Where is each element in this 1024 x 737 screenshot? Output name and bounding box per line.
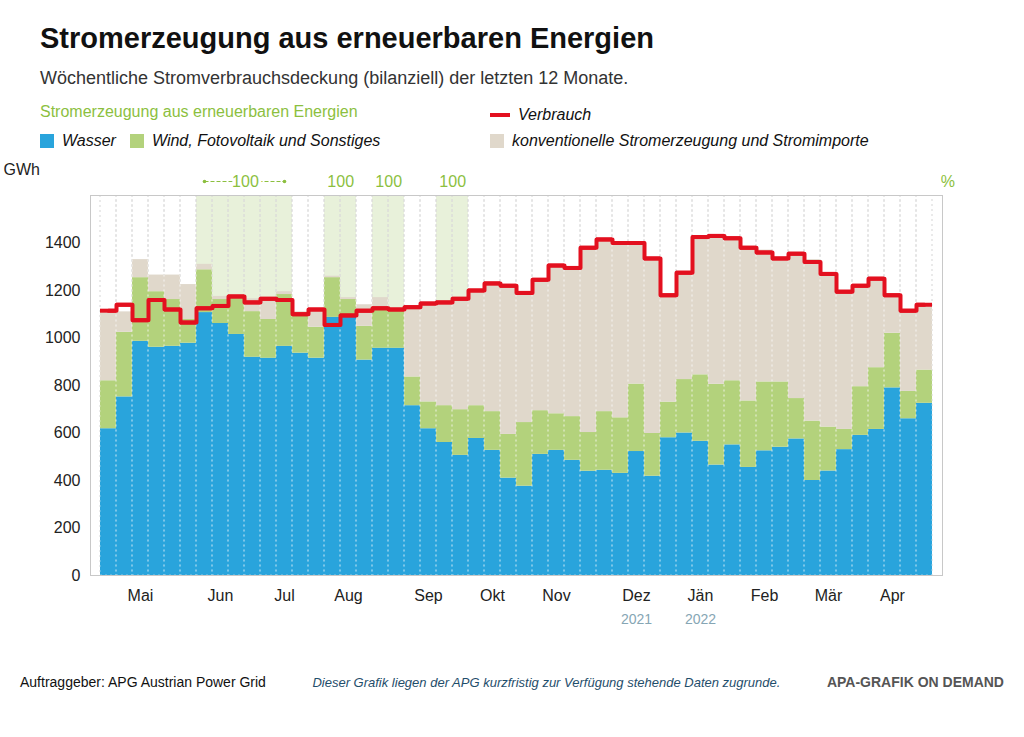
html-text:Dieser Grafik liegen der APG k: Dieser Grafik liegen der APG kurzfristig… [312, 675, 781, 690]
svg-text:Sep: Sep [414, 587, 443, 604]
html-text:Verbrauch: Verbrauch [518, 106, 592, 123]
svg-text:Jul: Jul [274, 587, 294, 604]
html-text:Wöchentliche Stromverbrauchsde: Wöchentliche Stromverbrauchsdeckung (bil… [40, 68, 629, 88]
svg-text:800: 800 [54, 377, 81, 394]
svg-text:Feb: Feb [751, 587, 779, 604]
svg-text:100: 100 [327, 173, 354, 190]
svg-text:100: 100 [375, 173, 402, 190]
svg-text:Dez: Dez [622, 587, 650, 604]
svg-text:1200: 1200 [45, 282, 81, 299]
svg-text:Apr: Apr [880, 587, 906, 604]
svg-text:100: 100 [232, 173, 259, 190]
svg-text:Mär: Mär [815, 587, 843, 604]
html-text:Auftraggeber: APG Austrian Pow: Auftraggeber: APG Austrian Power Grid [20, 674, 266, 690]
html-text:Stromerzeugung aus erneuerbare: Stromerzeugung aus erneuerbaren Energien [40, 22, 654, 54]
svg-text:GWh: GWh [4, 161, 40, 178]
svg-text:600: 600 [54, 424, 81, 441]
svg-text:Jun: Jun [208, 587, 234, 604]
html-text:Wind, Fotovoltaik und Sonstige: Wind, Fotovoltaik und Sonstiges [151, 132, 381, 149]
html-text:APA-GRAFIK ON DEMAND: APA-GRAFIK ON DEMAND [826, 674, 1004, 690]
svg-text:0: 0 [72, 567, 81, 584]
html-text:Stromerzeugung aus erneuerbare: Stromerzeugung aus erneuerbaren Energien [40, 103, 358, 120]
svg-text:Jän: Jän [688, 587, 714, 604]
svg-text:100: 100 [439, 173, 466, 190]
svg-text:400: 400 [54, 472, 81, 489]
html-text:Wasser: Wasser [62, 132, 116, 149]
svg-text:2021: 2021 [621, 611, 652, 627]
svg-text:Mai: Mai [128, 587, 154, 604]
svg-text:2022: 2022 [685, 611, 716, 627]
svg-text:Okt: Okt [480, 587, 505, 604]
svg-text:Aug: Aug [334, 587, 362, 604]
svg-text:1400: 1400 [45, 234, 81, 251]
svg-text:200: 200 [54, 519, 81, 536]
html-text:konventionelle Stromerzeugung: konventionelle Stromerzeugung und Stromi… [512, 132, 869, 149]
svg-text:1000: 1000 [45, 329, 81, 346]
svg-text:%: % [941, 173, 955, 190]
svg-text:Nov: Nov [542, 587, 570, 604]
